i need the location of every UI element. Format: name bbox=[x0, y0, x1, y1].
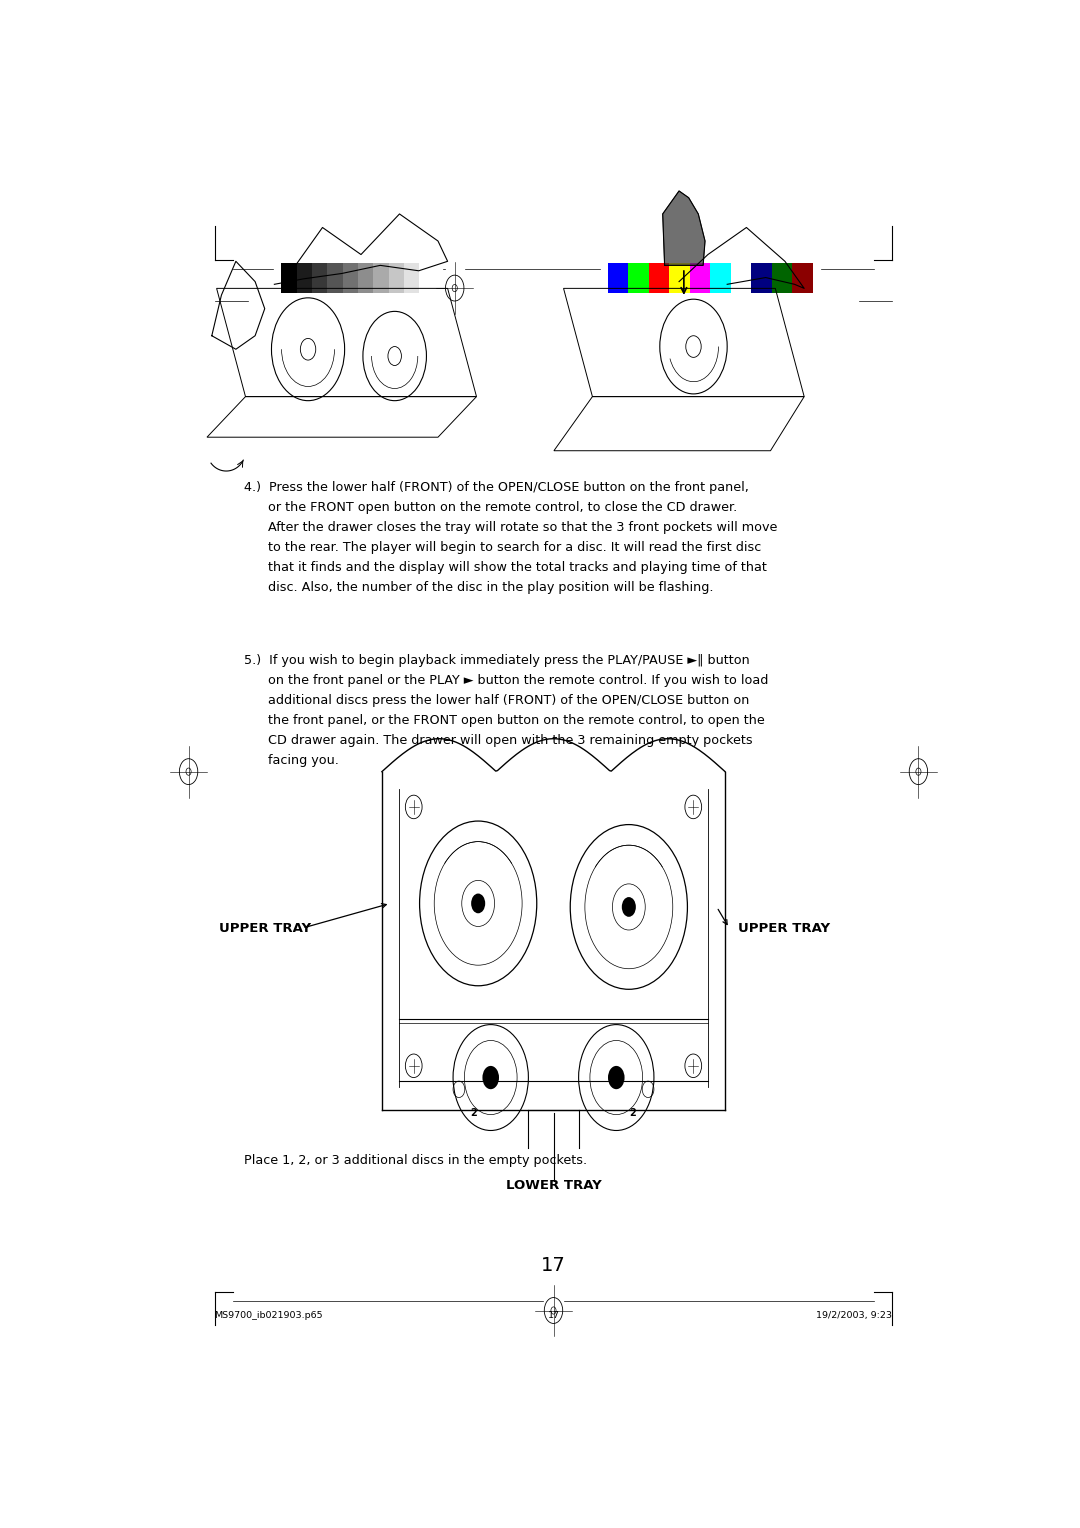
Text: LOWER TRAY: LOWER TRAY bbox=[505, 1178, 602, 1192]
Bar bbox=[752, 263, 772, 293]
Bar bbox=[793, 263, 813, 293]
Circle shape bbox=[471, 894, 485, 914]
Text: 2: 2 bbox=[630, 1108, 636, 1118]
Bar bbox=[342, 263, 359, 293]
Bar bbox=[404, 263, 419, 293]
Bar bbox=[772, 263, 793, 293]
Bar bbox=[711, 263, 731, 293]
Bar bbox=[649, 263, 670, 293]
Bar bbox=[282, 263, 297, 293]
Text: UPPER TRAY: UPPER TRAY bbox=[738, 921, 829, 935]
Bar bbox=[297, 263, 312, 293]
Bar bbox=[731, 263, 752, 293]
Bar bbox=[312, 263, 327, 293]
Bar bbox=[670, 263, 690, 293]
Text: MS9700_ib021903.p65: MS9700_ib021903.p65 bbox=[215, 1311, 323, 1320]
Text: 19/2/2003, 9:23: 19/2/2003, 9:23 bbox=[816, 1311, 892, 1320]
Bar bbox=[629, 263, 649, 293]
Bar bbox=[608, 263, 629, 293]
Text: 4.)  Press the lower half (FRONT) of the OPEN/CLOSE button on the front panel,
 : 4.) Press the lower half (FRONT) of the … bbox=[244, 481, 778, 594]
Text: 5.)  If you wish to begin playback immediately press the PLAY/PAUSE ►‖ button
  : 5.) If you wish to begin playback immedi… bbox=[244, 654, 768, 767]
Bar bbox=[419, 263, 434, 293]
Text: 17: 17 bbox=[548, 1311, 559, 1320]
Polygon shape bbox=[663, 191, 705, 266]
Bar bbox=[327, 263, 342, 293]
Circle shape bbox=[608, 1067, 624, 1089]
Text: 2: 2 bbox=[471, 1108, 477, 1118]
Text: UPPER TRAY: UPPER TRAY bbox=[218, 921, 311, 935]
Text: 17: 17 bbox=[541, 1256, 566, 1276]
Bar bbox=[374, 263, 389, 293]
Bar bbox=[389, 263, 404, 293]
Bar bbox=[690, 263, 711, 293]
Circle shape bbox=[483, 1067, 499, 1089]
Circle shape bbox=[622, 897, 636, 917]
Text: Place 1, 2, or 3 additional discs in the empty pockets.: Place 1, 2, or 3 additional discs in the… bbox=[244, 1154, 586, 1167]
Bar bbox=[359, 263, 374, 293]
